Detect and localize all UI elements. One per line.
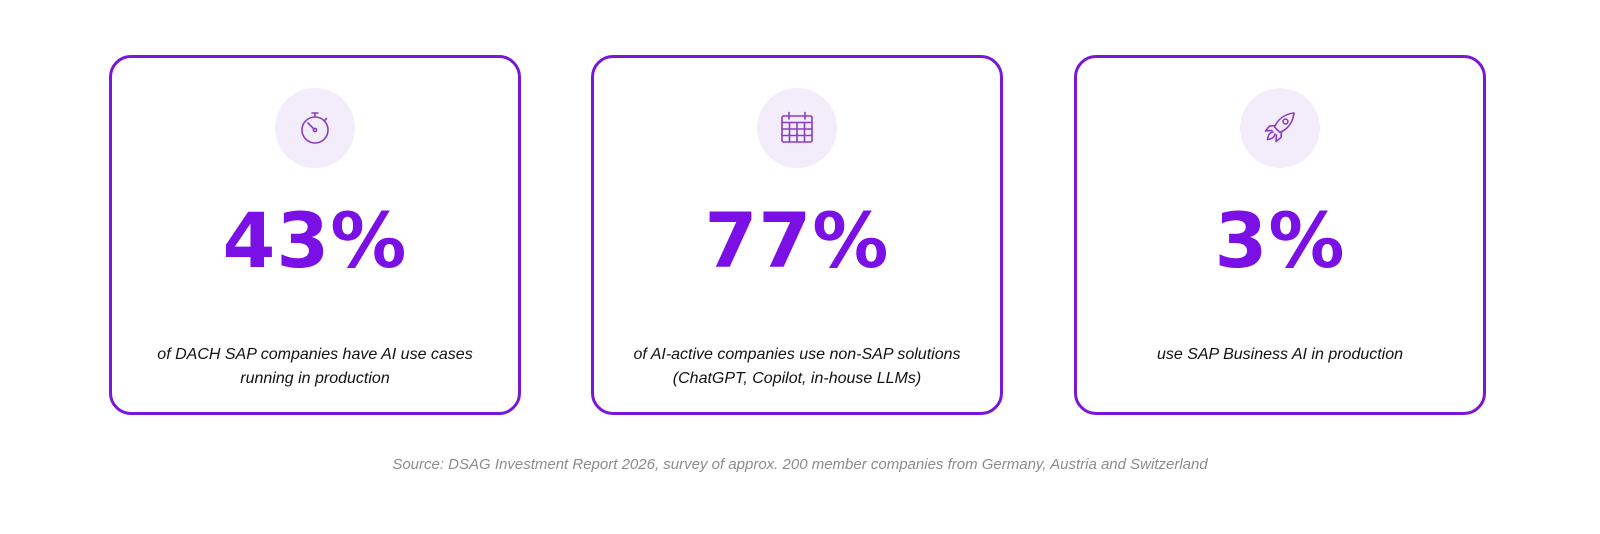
stat-card-ai-use-cases: 43% of DACH SAP companies have AI use ca…	[109, 55, 521, 415]
stopwatch-icon	[301, 112, 329, 144]
stat-description: of AI-active companies use non-SAP solut…	[633, 346, 961, 387]
icon-circle	[757, 88, 837, 168]
stat-value: 77%	[704, 196, 890, 285]
icon-circle	[275, 88, 355, 168]
source-note: Source: DSAG Investment Report 2026, sur…	[392, 456, 1208, 473]
stat-description: of DACH SAP companies have AI use cases …	[157, 346, 473, 387]
stat-value: 43%	[222, 196, 408, 285]
stat-description: use SAP Business AI in production	[1156, 346, 1404, 363]
calendar-icon	[781, 111, 813, 143]
stat-card-non-sap-solutions: 77% of AI-active companies use non-SAP s…	[591, 55, 1003, 415]
stat-card-sap-business-ai: 3% use SAP Business AI in production	[1074, 55, 1486, 415]
rocket-icon	[1264, 112, 1295, 143]
icon-circle	[1240, 88, 1320, 168]
stat-value: 3%	[1214, 196, 1346, 285]
